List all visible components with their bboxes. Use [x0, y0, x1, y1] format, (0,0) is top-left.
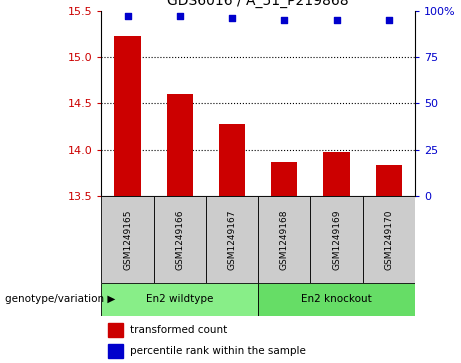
- Point: [333, 17, 340, 23]
- Point: [385, 17, 392, 23]
- Point: [228, 15, 236, 21]
- Point: [124, 13, 131, 19]
- Bar: [363, 196, 415, 283]
- Bar: [167, 94, 193, 196]
- Text: En2 wildtype: En2 wildtype: [146, 294, 213, 305]
- Text: GSM1249166: GSM1249166: [175, 209, 184, 270]
- Bar: [101, 196, 154, 283]
- Text: percentile rank within the sample: percentile rank within the sample: [130, 346, 306, 356]
- Text: GSM1249169: GSM1249169: [332, 209, 341, 270]
- Text: En2 knockout: En2 knockout: [301, 294, 372, 305]
- Bar: [310, 196, 363, 283]
- Bar: [271, 162, 297, 196]
- Point: [176, 13, 183, 19]
- Bar: [114, 36, 141, 196]
- Bar: [154, 196, 206, 283]
- Bar: [219, 124, 245, 196]
- Bar: [324, 152, 349, 196]
- Bar: [258, 283, 415, 316]
- Bar: [206, 196, 258, 283]
- Bar: [101, 283, 258, 316]
- Text: GSM1249170: GSM1249170: [384, 209, 393, 270]
- Bar: [376, 164, 402, 196]
- Title: GDS6016 / A_51_P219868: GDS6016 / A_51_P219868: [167, 0, 349, 8]
- Text: transformed count: transformed count: [130, 325, 227, 335]
- Text: GSM1249168: GSM1249168: [280, 209, 289, 270]
- Bar: [258, 196, 310, 283]
- Text: genotype/variation ▶: genotype/variation ▶: [5, 294, 115, 305]
- Bar: [108, 323, 124, 337]
- Text: GSM1249165: GSM1249165: [123, 209, 132, 270]
- Bar: [108, 344, 124, 358]
- Point: [281, 17, 288, 23]
- Text: GSM1249167: GSM1249167: [228, 209, 236, 270]
